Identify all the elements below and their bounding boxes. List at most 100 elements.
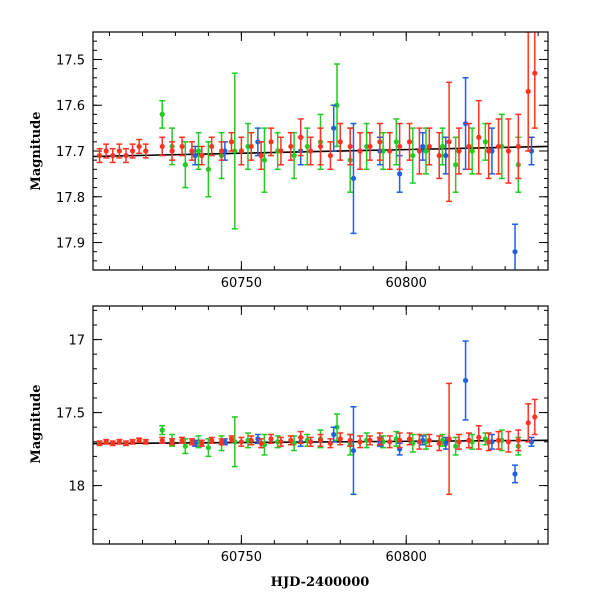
- top-data-point: [308, 148, 314, 154]
- bottom-data-point: [248, 437, 254, 443]
- top-y-tick-label: 17.7: [56, 145, 85, 160]
- bottom-data-point: [209, 437, 215, 443]
- top-data-point: [406, 139, 413, 145]
- bottom-series-1: [192, 340, 535, 496]
- top-y-tick-label: 17.5: [56, 53, 85, 68]
- bottom-data-point: [466, 437, 472, 443]
- top-data-point: [232, 148, 238, 154]
- bottom-data-point: [331, 431, 337, 438]
- top-data-point: [304, 143, 310, 150]
- bottom-data-point: [205, 445, 211, 451]
- top-data-point: [205, 166, 211, 172]
- bottom-data-point: [238, 439, 244, 445]
- bottom-data-point: [377, 436, 383, 442]
- bottom-data-point: [426, 437, 432, 443]
- top-data-point: [512, 249, 518, 255]
- top-data-point: [195, 148, 202, 154]
- bottom-data-point: [129, 439, 136, 445]
- top-data-point: [331, 125, 337, 131]
- bottom-plot-frame: [92, 305, 549, 545]
- top-data-point: [515, 143, 521, 150]
- top-data-point: [466, 143, 472, 150]
- top-data-point: [258, 152, 264, 159]
- bottom-y-tick-label: 17: [68, 334, 85, 349]
- top-data-point: [495, 143, 502, 150]
- top-data-point: [453, 162, 459, 168]
- top-data-point: [189, 148, 195, 154]
- bottom-data-point: [255, 436, 261, 442]
- top-data-point: [462, 120, 469, 127]
- bottom-data-point: [278, 439, 284, 445]
- bottom-x-tick-label: 60750: [221, 550, 262, 565]
- top-x-tick-label: 60750: [221, 276, 262, 291]
- top-data-point: [261, 157, 268, 163]
- top-data-point: [136, 143, 142, 150]
- top-plot-frame: [92, 31, 549, 271]
- top-data-point: [334, 102, 340, 108]
- top-data-point: [443, 152, 449, 159]
- bottom-data-point: [268, 436, 274, 442]
- top-data-point: [238, 148, 244, 154]
- bottom-data-point: [288, 437, 294, 443]
- top-data-point: [387, 148, 393, 154]
- top-data-point: [169, 148, 175, 154]
- top-y-tick-label: 17.9: [56, 237, 85, 252]
- bottom-data-point: [350, 447, 357, 454]
- top-data-point: [482, 139, 488, 145]
- bottom-data-point: [228, 436, 235, 442]
- top-data-point: [446, 139, 452, 145]
- bottom-xlabel: HJD-2400000: [271, 575, 370, 590]
- bottom-y-tick-label: 17.5: [56, 407, 85, 422]
- top-data-point: [397, 143, 403, 150]
- bottom-data-point: [258, 440, 264, 446]
- bottom-data-point: [327, 440, 333, 446]
- top-data-point: [426, 143, 432, 150]
- top-data-point: [528, 148, 535, 154]
- top-data-point: [129, 148, 136, 154]
- top-data-point: [377, 139, 383, 145]
- bottom-data-point: [495, 437, 502, 443]
- top-ylabel: Magnitude: [29, 111, 44, 190]
- top-data-point: [110, 152, 116, 159]
- bottom-data-point: [179, 437, 185, 443]
- top-data-point: [228, 139, 235, 145]
- bottom-data-point: [456, 439, 462, 445]
- top-data-point: [179, 143, 185, 150]
- top-data-point: [476, 134, 482, 140]
- bottom-data-point: [397, 437, 403, 443]
- top-data-point: [436, 152, 442, 159]
- top-data-point: [393, 139, 399, 145]
- top-data-point: [116, 148, 122, 154]
- bottom-panel: Magnitude HJD-2400000 60750 60800 17 17.5 18: [29, 305, 549, 590]
- bottom-data-point: [159, 437, 165, 443]
- top-data-point: [347, 143, 353, 150]
- top-data-point: [357, 148, 363, 154]
- bottom-data-point: [476, 434, 482, 441]
- top-data-point: [291, 152, 297, 159]
- top-data-point: [416, 148, 423, 154]
- bottom-data-point: [528, 439, 535, 445]
- bottom-data-point: [525, 420, 531, 426]
- top-data-point: [298, 134, 304, 140]
- bottom-data-point: [136, 437, 142, 443]
- top-data-point: [469, 148, 475, 154]
- bottom-x-tick-label: 60800: [386, 550, 427, 565]
- bottom-data-point: [123, 440, 129, 446]
- top-data-point: [159, 111, 165, 117]
- bottom-data-point: [453, 443, 459, 449]
- bottom-data-point: [486, 439, 492, 445]
- top-data-point: [525, 88, 531, 95]
- top-data-point: [327, 152, 333, 159]
- top-data-point: [103, 148, 109, 154]
- top-data-point: [182, 162, 188, 168]
- top-data-point: [199, 152, 205, 159]
- bottom-data-point: [110, 440, 116, 446]
- top-panel: Magnitude 60750 60800 17.5 17.6 17.7 17.8 17.9: [29, 31, 549, 291]
- bottom-data-point: [143, 439, 149, 445]
- top-data-point: [278, 148, 284, 154]
- top-data-point: [439, 143, 446, 150]
- top-data-point: [423, 148, 429, 154]
- bottom-data-point: [199, 440, 205, 446]
- top-data-point: [367, 143, 373, 150]
- top-data-point: [532, 70, 538, 76]
